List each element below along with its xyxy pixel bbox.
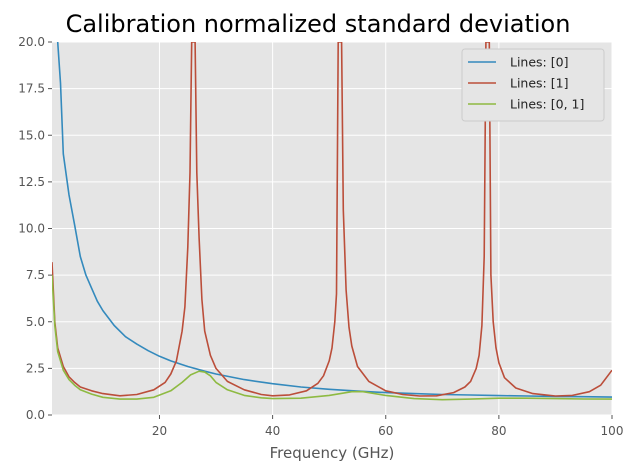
legend: Lines: [0] Lines: [1] Lines: [0, 1] [461,48,605,122]
y-tick-label: 5.0 [26,315,45,329]
legend-box [461,48,605,122]
y-tick-label: 15.0 [18,128,45,142]
y-tick-label: 12.5 [18,175,45,189]
x-axis-ticks: 20 40 60 80 100 [152,415,624,438]
y-tick-label: 2.5 [26,361,45,375]
x-tick-label: 100 [601,424,624,438]
grid [52,41,613,416]
x-tick-label: 40 [265,424,280,438]
y-axis-ticks: 0.0 2.5 5.0 7.5 10.0 12.5 15.0 17.5 20.0 [18,35,52,422]
y-tick-label: 10.0 [18,222,45,236]
y-tick-label: 20.0 [18,35,45,49]
y-tick-label: 17.5 [18,82,45,96]
x-tick-label: 60 [378,424,393,438]
chart-title: Calibration normalized standard deviatio… [66,10,571,38]
y-tick-label: 7.5 [26,268,45,282]
legend-label-2: Lines: [0, 1] [510,97,584,112]
x-tick-label: 80 [491,424,506,438]
x-tick-label: 20 [152,424,167,438]
legend-label-1: Lines: [1] [510,76,568,91]
legend-label-0: Lines: [0] [510,55,568,70]
y-tick-label: 0.0 [26,408,45,422]
x-axis-label: Frequency (GHz) [270,444,395,462]
series-line-0 [56,42,612,398]
series-line-2 [52,275,612,401]
